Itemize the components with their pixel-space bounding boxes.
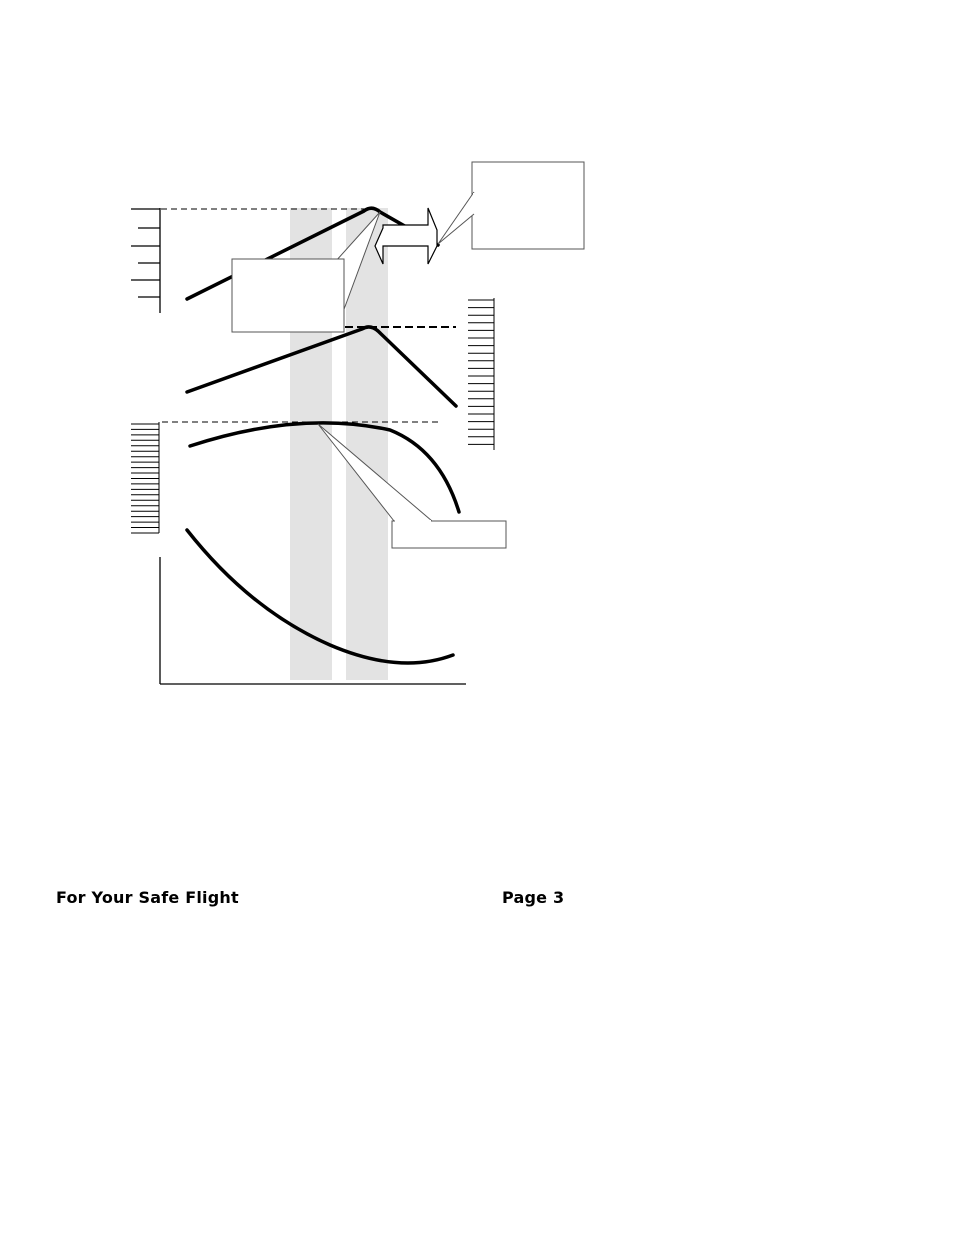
curve-lower <box>188 421 461 514</box>
curve-middle <box>185 325 458 408</box>
footer-page-number: Page 3 <box>502 888 565 907</box>
double-arrow <box>374 207 438 265</box>
bottom-axes <box>159 557 466 685</box>
scale-left-middle <box>131 422 160 534</box>
callout-top-right <box>437 161 585 250</box>
footer-title: For Your Safe Flight <box>56 888 239 907</box>
scale-right <box>468 298 495 450</box>
curve-bottom <box>185 528 455 665</box>
shaded-band-right <box>346 208 388 680</box>
callout-middle-left <box>231 211 381 333</box>
scale-top-left <box>131 208 161 313</box>
callout-lower-right <box>317 423 507 549</box>
